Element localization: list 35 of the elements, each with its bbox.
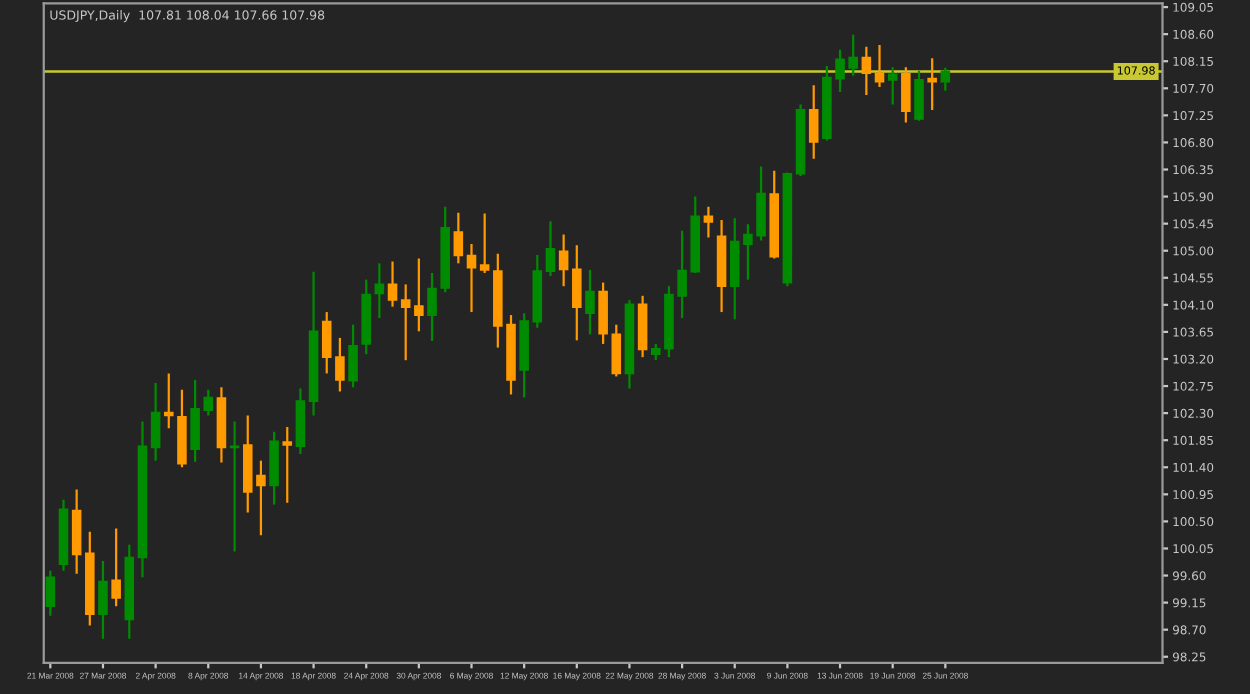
candlestick [927,57,937,112]
candlestick [111,527,121,608]
candlestick [479,212,490,275]
candlestick [585,268,595,336]
candlestick [295,387,306,456]
candlestick [545,220,556,278]
candlestick [348,323,358,389]
candlestick [466,242,477,314]
candlestick [558,233,569,288]
candlestick [887,66,898,106]
candlestick [45,569,56,617]
candlestick [598,281,608,346]
candlestick [374,262,385,320]
candlestick [282,425,293,504]
candlestick [269,430,279,506]
candlestick [400,283,411,362]
candlestick [611,323,622,378]
candlestick [177,388,187,469]
candlestick [414,257,424,333]
candlestick [808,84,819,160]
candlestick [387,260,398,308]
candlestick [901,66,911,124]
candlestick [229,420,240,553]
candlestick [71,488,82,575]
candlestick [914,69,924,122]
candlestick [164,372,174,430]
candlestick [874,43,885,89]
candlestick [150,381,161,462]
candlestick [703,205,714,239]
candlestick [572,244,582,342]
candlestick [98,560,108,640]
candlestick [637,294,648,359]
candlestick [453,211,464,265]
candlestick [940,66,951,92]
candlestick [861,45,872,97]
